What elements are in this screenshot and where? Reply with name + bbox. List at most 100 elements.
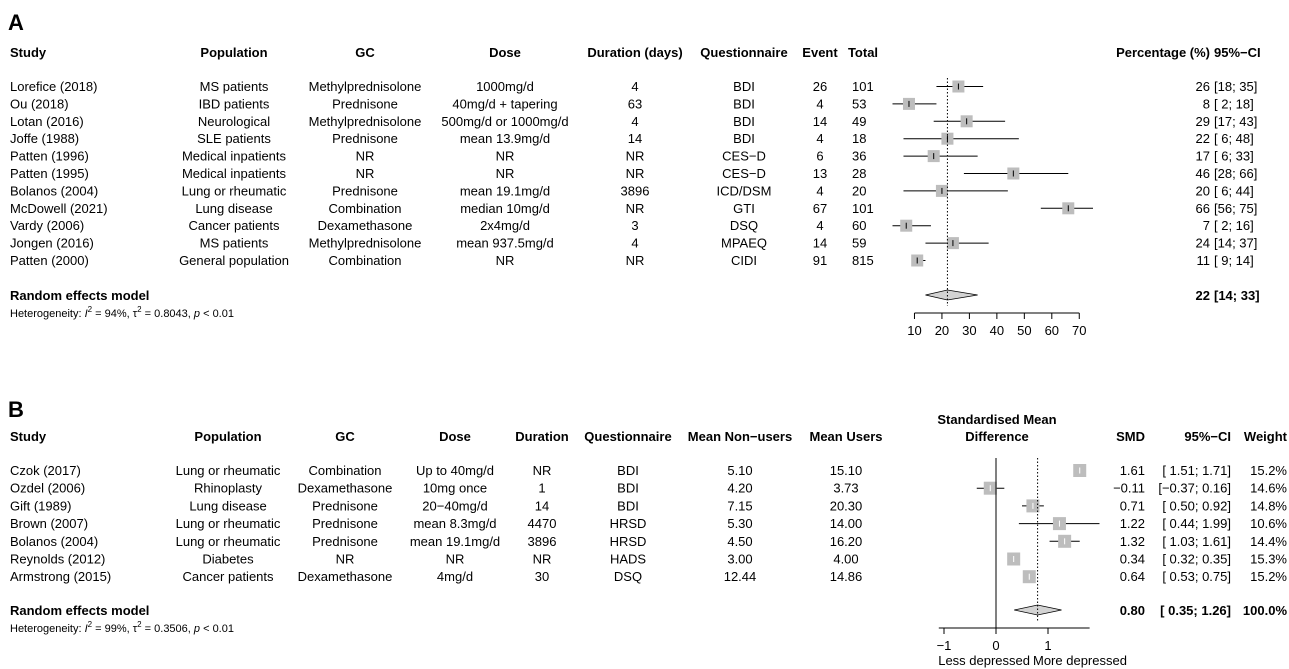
panel-b-row: Brown (2007) Lung or rheumatic Prednisone m… [10,516,1287,531]
panel-a-cell-questionnaire: CIDI [731,253,757,268]
panel-a-cell-population: Cancer patients [188,218,280,233]
panel-a-cell-questionnaire: BDI [733,96,755,111]
panel-b-cell-dose: Up to 40mg/d [416,463,494,478]
panel-a-cell-duration: 63 [628,96,642,111]
panel-a-cell-population: General population [179,253,289,268]
panel-b-row: Armstrong (2015) Cancer patients Dexametha… [10,569,1287,584]
panel-b-cell-study: Czok (2017) [10,463,81,478]
panel-a-cell-population: MS patients [200,236,269,251]
panel-a-x-tick-label: 10 [907,323,921,338]
panel-a-cell-questionnaire: BDI [733,131,755,146]
panel-b-cell-smd: 0.64 [1120,569,1145,584]
panel-b-cell-questionnaire: HADS [610,552,646,567]
panel-a-cell-percentage: 11 [1197,253,1211,268]
panel-b-cell-ci: [ 1.51; 1.71] [1162,463,1231,478]
panel-b-cell-gc: NR [336,552,355,567]
panel-a-cell-dose: 1000mg/d [476,79,534,94]
panel-b-cell-ci: [−0.37; 0.16] [1158,481,1231,496]
panel-a-cell-total: 18 [852,131,866,146]
panel-b-header-smd: SMD [1116,429,1145,444]
panel-a-x-tick-label: 40 [990,323,1004,338]
panel-a-cell-population: SLE patients [197,131,271,146]
panel-a-cell-questionnaire: GTI [733,201,755,216]
panel-a-header-total: Total [848,45,878,60]
panel-b-header-mean_users: Mean Users [810,429,883,444]
panel-a-cell-percentage: 7 [1203,218,1210,233]
panel-b-cell-population: Diabetes [202,552,254,567]
panel-a-cell-total: 20 [852,183,866,198]
panel-a-label: A [8,10,24,35]
panel-b-cell-ci: [ 0.53; 0.75] [1162,569,1231,584]
panel-b-cell-mean_users: 20.30 [830,498,863,513]
panel-a-cell-percentage: 22 [1196,131,1210,146]
panel-b-cell-mean_non_users: 5.10 [727,463,752,478]
panel-a-cell-study: Lotan (2016) [10,114,84,129]
panel-b-cell-mean_users: 15.10 [830,463,863,478]
panel-b-cell-study: Brown (2007) [10,516,88,531]
panel-b-cell-questionnaire: DSQ [614,569,642,584]
panel-b-header-ci: 95%−CI [1184,429,1231,444]
panel-b-header-effect-line1: Standardised Mean [937,412,1056,427]
panel-a-cell-duration: 4 [631,79,638,94]
panel-b-cell-population: Lung or rheumatic [176,516,281,531]
panel-a-cell-population: Lung or rheumatic [182,183,287,198]
panel-b-summary-ci: [ 0.35; 1.26] [1160,603,1231,618]
panel-a-cell-ci: [17; 43] [1214,114,1257,129]
panel-a-cell-event: 14 [813,114,827,129]
panel-b-cell-population: Rhinoplasty [194,481,262,496]
panel-a-cell-duration: 3896 [621,183,650,198]
panel-a-cell-duration: NR [626,201,645,216]
panel-b-cell-study: Gift (1989) [10,498,71,513]
panel-b-row: Reynolds (2012) Diabetes NR NR NR HADS 3.00 4.0… [10,552,1287,567]
panel-a-cell-total: 49 [852,114,866,129]
panel-b-cell-dose: NR [446,552,465,567]
panel-a-cell-study: Jongen (2016) [10,236,94,251]
panel-b-x-tick-label: −1 [937,638,952,653]
panel-a-cell-total: 101 [852,79,874,94]
panel-a-heterogeneity: Heterogeneity: I2 = 94%, τ2 = 0.8043, p … [10,305,234,320]
panel-b-header-weight: Weight [1244,429,1288,444]
panel-a-row: Vardy (2006) Cancer patients Dexamethasone… [10,218,1254,233]
panel-a-cell-questionnaire: BDI [733,114,755,129]
panel-b-cell-duration: 14 [535,498,549,513]
panel-b-row: Gift (1989) Lung disease Prednisone 20−40mg… [10,498,1287,513]
panel-b-row: Bolanos (2004) Lung or rheumatic Prednison… [10,534,1287,549]
panel-b-cell-mean_non_users: 7.15 [727,498,752,513]
panel-a-cell-percentage: 29 [1196,114,1210,129]
panel-a-cell-study: Vardy (2006) [10,218,84,233]
panel-a-cell-study: Joffe (1988) [10,131,79,146]
panel-a-cell-population: Medical inpatients [182,166,287,181]
panel-a-cell-gc: NR [356,166,375,181]
panel-a-cell-gc: Methylprednisolone [309,114,422,129]
panel-a-row: McDowell (2021) Lung disease Combination me… [10,201,1257,216]
panel-a-header-dose: Dose [489,45,521,60]
panel-b-cell-dose: 4mg/d [437,569,473,584]
panel-b-row: Ozdel (2006) Rhinoplasty Dexamethasone 10mg… [10,481,1287,496]
panel-a-cell-study: McDowell (2021) [10,201,108,216]
panel-a-x-tick-label: 70 [1072,323,1086,338]
panel-a-cell-study: Ou (2018) [10,96,69,111]
panel-a-cell-ci: [14; 37] [1214,236,1257,251]
panel-a-cell-dose: 2x4mg/d [480,218,530,233]
panel-b-cell-gc: Dexamethasone [298,569,393,584]
panel-b-cell-gc: Prednisone [312,516,378,531]
panel-b-cell-study: Armstrong (2015) [10,569,111,584]
panel-a-cell-gc: Combination [329,201,402,216]
panel-a-cell-total: 59 [852,236,866,251]
panel-a-cell-questionnaire: CES−D [722,166,766,181]
panel-b-cell-duration: 3896 [528,534,557,549]
panel-a-row: Lorefice (2018) MS patients Methylpredniso… [10,79,1257,94]
panel-a-header-study: Study [10,45,47,60]
panel-b-cell-smd: 0.34 [1120,552,1145,567]
panel-a-cell-dose: mean 19.1mg/d [460,183,550,198]
panel-a-row: Joffe (1988) SLE patients Prednisone mean 1… [10,131,1254,146]
panel-a-cell-event: 4 [816,218,823,233]
panel-a-cell-dose: NR [496,253,515,268]
panel-a-cell-gc: Dexamethasone [318,218,413,233]
panel-a-row: Jongen (2016) MS patients Methylprednisolo… [10,236,1257,251]
panel-a-x-tick-label: 20 [935,323,949,338]
panel-b-cell-mean_users: 4.00 [833,552,858,567]
panel-a-cell-total: 36 [852,149,866,164]
panel-a-header-questionnaire: Questionnaire [700,45,787,60]
panel-b-cell-population: Lung disease [189,498,266,513]
